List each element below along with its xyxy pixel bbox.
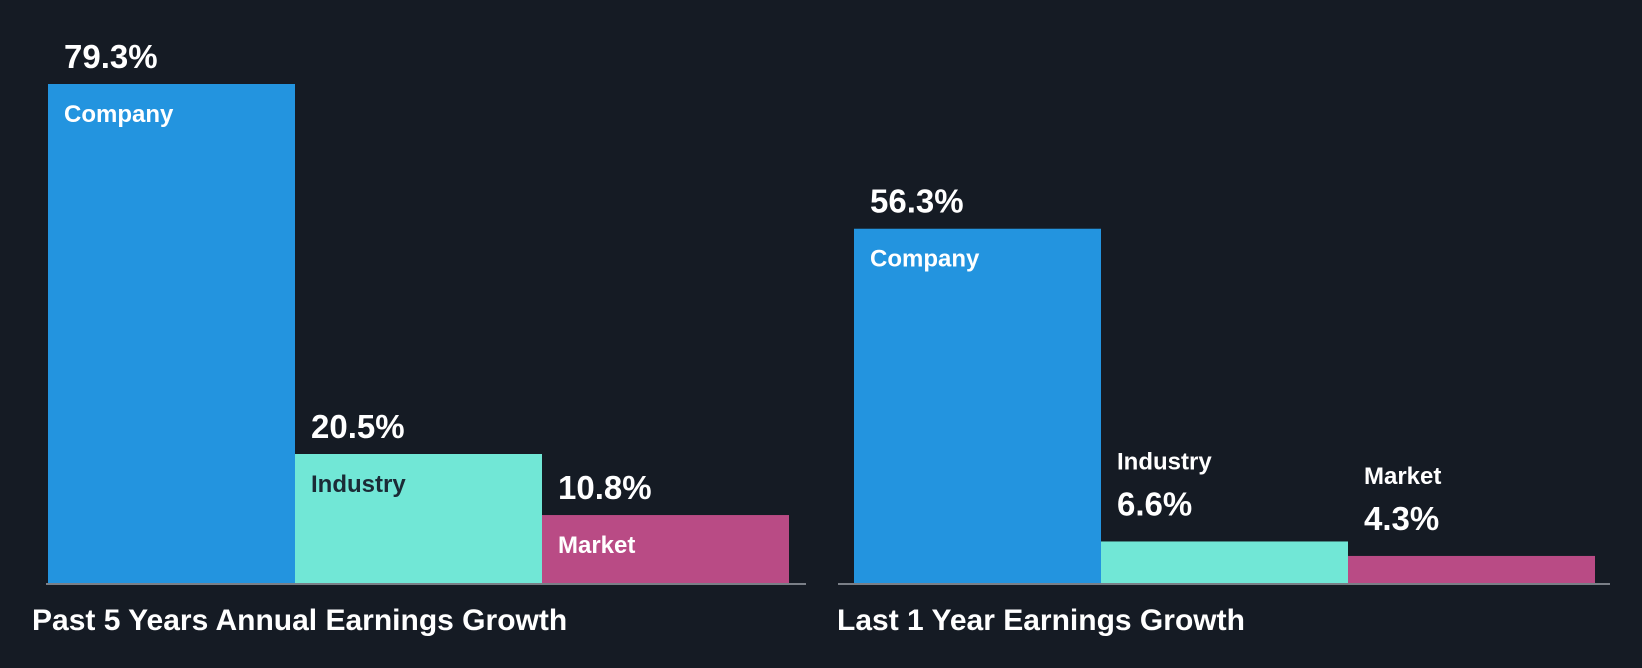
category-label-industry: Industry (1117, 448, 1212, 475)
category-label-market: Market (1364, 463, 1441, 490)
chart-title-last-1-year: Last 1 Year Earnings Growth (837, 604, 1245, 637)
value-label-market: 4.3% (1364, 500, 1439, 537)
value-label-industry: 6.6% (1117, 485, 1192, 522)
bar-industry (295, 454, 542, 583)
bar-company (854, 228, 1101, 583)
bar-company (48, 84, 295, 583)
category-label-industry: Industry (311, 471, 406, 498)
value-label-market: 10.8% (558, 469, 652, 506)
value-label-industry: 20.5% (311, 408, 405, 445)
bar-market (1348, 555, 1595, 583)
value-label-company: 56.3% (870, 183, 964, 220)
value-label-company: 79.3% (64, 38, 158, 75)
category-label-company: Company (64, 101, 174, 128)
bar-market (542, 515, 789, 583)
chart-panel-1: 79.3% Company 20.5% Industry 10.8% Market (46, 38, 806, 585)
chart-panel-2: 56.3% Company 6.6% Industry 4.3% Market (838, 183, 1610, 585)
bar-industry (1101, 541, 1348, 583)
chart-title-past-5-years: Past 5 Years Annual Earnings Growth (32, 604, 568, 637)
category-label-company: Company (870, 246, 980, 273)
category-label-market: Market (558, 532, 635, 559)
